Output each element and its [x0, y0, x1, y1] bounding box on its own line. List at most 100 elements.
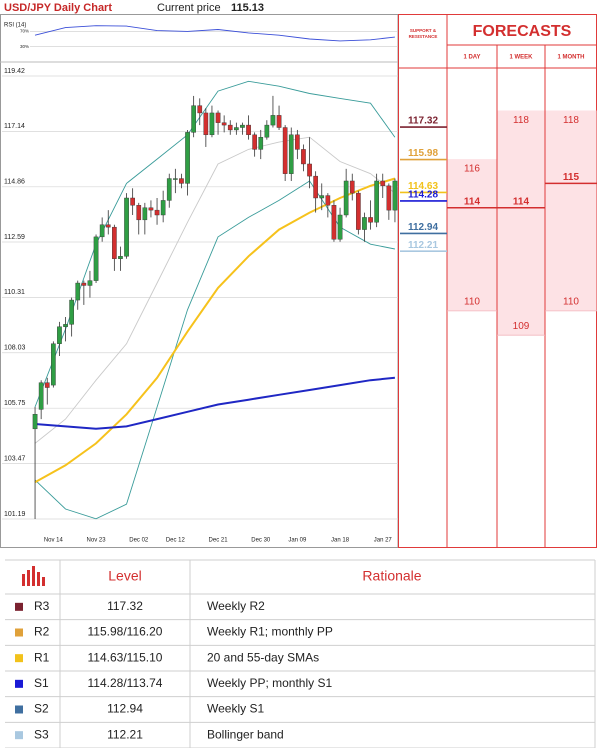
candle-body	[234, 127, 239, 131]
y-tick-label: 108.03	[4, 345, 26, 352]
price-label: Current price	[157, 2, 221, 14]
level-swatch	[15, 731, 23, 740]
level-value: 114.28/113.74	[88, 676, 163, 690]
candle-body	[252, 134, 257, 150]
level-rationale: Bollinger band	[207, 727, 284, 741]
forecast-low: 109	[513, 321, 530, 332]
candle-body	[215, 112, 221, 123]
candle-body	[87, 280, 93, 286]
candle-body	[75, 282, 81, 301]
forecast-high: 118	[513, 115, 529, 126]
forecast-column-label: 1 DAY	[463, 55, 480, 61]
forecast-range	[545, 110, 597, 311]
candle-body	[105, 224, 111, 228]
forecast-range	[447, 159, 497, 311]
candle-body	[93, 236, 99, 281]
x-tick-label: Jan 09	[288, 538, 307, 544]
x-tick-label: Jan 18	[331, 538, 350, 544]
candle-body	[392, 180, 398, 211]
candle-body	[142, 207, 148, 221]
level-rationale: Weekly S1	[207, 702, 264, 716]
x-tick-label: Nov 14	[44, 538, 64, 544]
icon-bar	[37, 572, 40, 586]
rsi-line	[34, 25, 395, 42]
icon-bar	[32, 566, 35, 586]
icon-bar	[22, 574, 25, 586]
icon-bar	[42, 577, 45, 586]
level-swatch	[15, 679, 23, 688]
candle-body	[136, 205, 142, 221]
candle-body	[166, 178, 172, 201]
price-value: 115.13	[231, 2, 264, 14]
x-tick-label: Dec 02	[129, 538, 149, 544]
candle-body	[203, 112, 209, 136]
rsi-tick-label: 70%	[20, 29, 29, 34]
candle-body	[270, 115, 276, 126]
indicator-line	[34, 376, 395, 430]
forecast-high: 118	[563, 115, 579, 126]
level-name: S3	[34, 727, 49, 741]
x-tick-label: Dec 21	[209, 538, 229, 544]
rsi-label: RSI (14)	[4, 23, 26, 29]
candle-body	[276, 115, 282, 128]
sr-label: 112.94	[408, 222, 438, 233]
candle-body	[57, 326, 62, 344]
candle-body	[179, 178, 184, 184]
level-rationale: 20 and 55-day SMAs	[207, 650, 319, 664]
level-name: S2	[34, 702, 49, 716]
candle-body	[343, 180, 349, 216]
level-name: R1	[34, 650, 50, 664]
candle-body	[221, 122, 227, 126]
candle-body	[258, 137, 264, 150]
level-value: 112.94	[107, 702, 143, 716]
indicator-line	[34, 136, 396, 444]
level-swatch	[15, 654, 23, 663]
forecast-low: 110	[563, 297, 579, 308]
candle-body	[368, 217, 373, 223]
candle-body	[185, 132, 190, 184]
candle-body	[246, 124, 251, 136]
sr-label: 117.32	[408, 116, 438, 127]
table-header: Rationale	[362, 568, 421, 584]
table-grid	[5, 559, 596, 748]
candle-body	[264, 124, 270, 138]
candle-body	[160, 200, 166, 216]
candle-body	[154, 209, 160, 216]
sr-header: RESISTANCE	[409, 34, 438, 39]
candle-body	[380, 180, 386, 187]
candle-body	[227, 124, 233, 131]
icon-bar	[27, 570, 30, 586]
rsi-tick-label: 30%	[20, 44, 29, 49]
forecast-range	[497, 110, 545, 336]
candle-body	[191, 105, 196, 133]
y-tick-label: 119.42	[4, 68, 25, 75]
candle-body	[331, 205, 337, 240]
forecast-column-label: 1 WEEK	[509, 55, 533, 61]
level-value: 112.21	[107, 727, 143, 741]
candle-body	[130, 197, 135, 206]
x-tick-label: Jan 27	[374, 538, 393, 544]
candle-body	[197, 105, 203, 114]
y-tick-label: 105.75	[4, 400, 26, 407]
candle-body	[325, 195, 331, 206]
sr-label: 115.98	[408, 148, 438, 159]
candle-body	[307, 163, 312, 177]
forecast-target: 114	[464, 196, 481, 207]
sr-header: SUPPORT &	[410, 28, 437, 33]
candle-body	[282, 127, 288, 174]
candle-body	[99, 224, 105, 238]
level-name: R3	[34, 599, 50, 613]
level-value: 117.32	[107, 599, 143, 613]
x-tick-label: Dec 12	[166, 538, 186, 544]
table-header: Level	[108, 568, 141, 584]
candle-body	[173, 178, 178, 180]
chart-title: USD/JPY Daily Chart	[4, 2, 112, 14]
candle-body	[313, 175, 318, 199]
forecast-low: 110	[464, 297, 480, 308]
y-tick-label: 110.31	[4, 289, 25, 296]
candle-body	[112, 226, 117, 259]
candle-body	[51, 343, 56, 386]
candle-body	[148, 207, 154, 211]
